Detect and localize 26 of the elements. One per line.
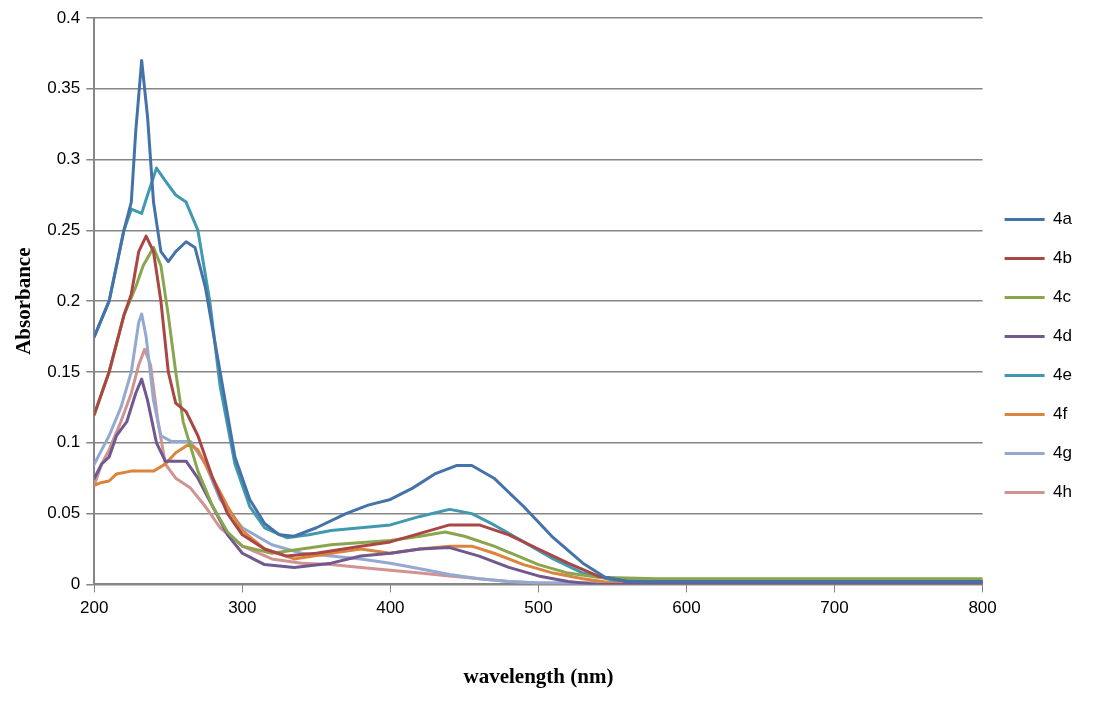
legend-label: 4h — [1053, 482, 1073, 502]
legend-label: 4b — [1053, 248, 1073, 268]
x-tick-label: 200 — [80, 598, 109, 618]
legend-label: 4f — [1053, 404, 1068, 424]
y-tick-label: 0.05 — [47, 503, 81, 523]
y-axis-title: Absorbance — [11, 247, 36, 355]
x-tick-label: 600 — [672, 598, 701, 618]
x-tick-label: 300 — [228, 598, 257, 618]
x-axis-title: wavelength (nm) — [463, 663, 614, 688]
legend-label: 4g — [1053, 443, 1073, 463]
x-tick-label: 400 — [376, 598, 405, 618]
x-tick-label: 700 — [820, 598, 849, 618]
y-tick-label: 0 — [70, 574, 81, 594]
y-tick-label: 0.2 — [56, 290, 81, 310]
y-tick-label: 0.3 — [56, 149, 81, 169]
legend-label: 4c — [1053, 287, 1072, 307]
x-tick-label: 500 — [524, 598, 553, 618]
y-tick-label: 0.1 — [56, 432, 81, 452]
y-tick-label: 0.25 — [47, 220, 81, 240]
legend-label: 4e — [1053, 365, 1073, 385]
y-tick-label: 0.15 — [47, 361, 81, 381]
y-tick-label: 0.35 — [47, 78, 81, 98]
x-tick-label: 800 — [968, 598, 997, 618]
legend-label: 4a — [1053, 209, 1073, 229]
y-tick-label: 0.4 — [56, 7, 81, 27]
legend-label: 4d — [1053, 326, 1073, 346]
